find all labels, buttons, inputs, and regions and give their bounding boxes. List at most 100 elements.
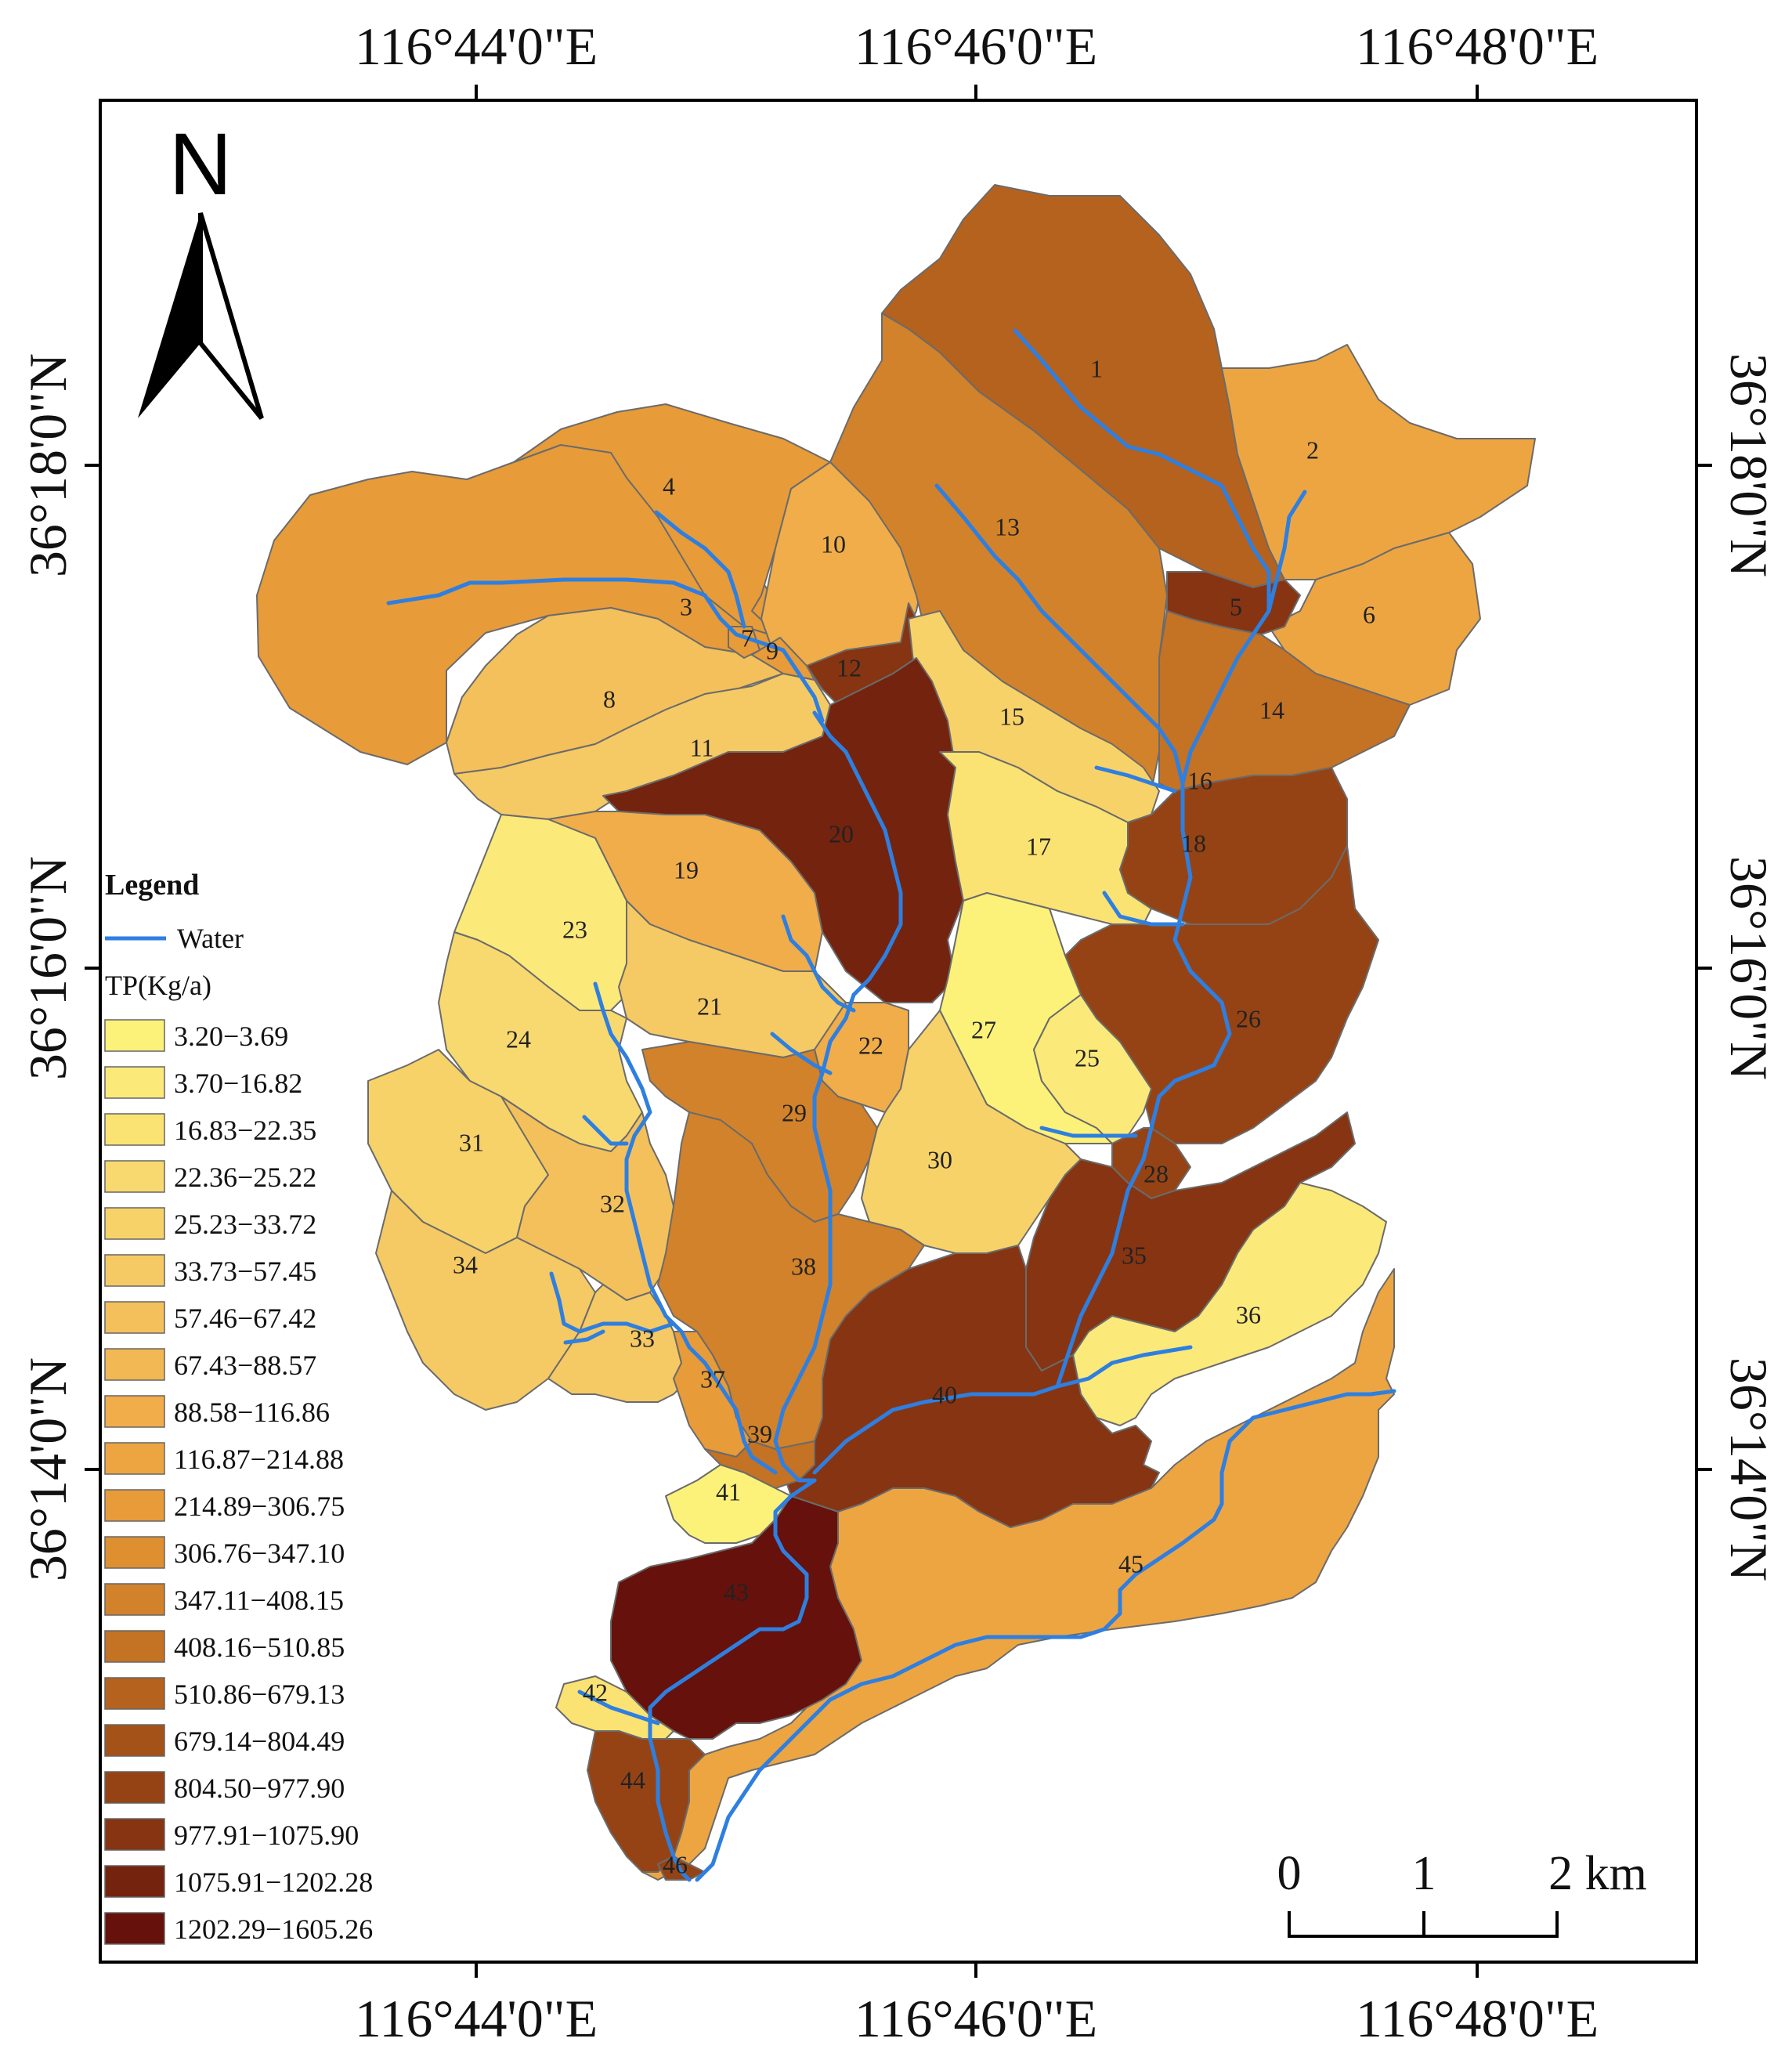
legend-class-label: 57.46−67.42 bbox=[174, 1303, 316, 1334]
top-longitude-label: 116°44'0"E bbox=[355, 16, 598, 76]
subbasin-44 bbox=[587, 1730, 706, 1873]
subbasin-label: 25 bbox=[1075, 1043, 1100, 1072]
subbasin-label: 3 bbox=[680, 592, 692, 620]
subbasin-label: 44 bbox=[620, 1765, 645, 1794]
legend-class-label: 510.86−679.13 bbox=[174, 1679, 345, 1710]
subbasin-label: 39 bbox=[747, 1419, 772, 1447]
legend-swatch bbox=[104, 1677, 165, 1710]
legend-swatch bbox=[104, 1254, 165, 1287]
legend-tp-title: TP(Kg/a) bbox=[105, 970, 211, 1001]
subbasin-label: 33 bbox=[630, 1324, 655, 1352]
river-south bbox=[648, 1478, 817, 1882]
river-16 bbox=[1094, 765, 1177, 793]
legend-swatch bbox=[104, 1818, 165, 1851]
north-letter: N bbox=[169, 115, 233, 213]
river-22 bbox=[770, 1032, 833, 1075]
legend-swatch bbox=[104, 1912, 165, 1945]
legend-class-label: 25.23−33.72 bbox=[174, 1209, 316, 1240]
legend-swatch bbox=[104, 1630, 165, 1663]
subbasin-label: 10 bbox=[821, 529, 846, 558]
legend-class-label: 88.58−116.86 bbox=[174, 1397, 330, 1428]
legend-swatch bbox=[104, 1207, 165, 1240]
subbasin-label: 45 bbox=[1118, 1549, 1143, 1578]
water-network bbox=[386, 328, 1396, 1882]
left-latitude-label: 36°14'0"N bbox=[18, 1357, 78, 1581]
legend-class-label: 16.83−22.35 bbox=[174, 1115, 316, 1146]
subbasin-label: 30 bbox=[927, 1145, 952, 1173]
legend-class-label: 679.14−804.49 bbox=[174, 1726, 345, 1757]
legend-swatch bbox=[104, 1583, 165, 1616]
legend-class-label: 22.36−25.22 bbox=[174, 1162, 316, 1193]
subbasin-6 bbox=[1268, 532, 1481, 706]
river-33b bbox=[563, 1329, 605, 1345]
subbasin-label: 22 bbox=[858, 1031, 883, 1059]
legend-swatch bbox=[104, 1348, 165, 1381]
right-latitude-label: 36°14'0"N bbox=[1719, 1357, 1779, 1581]
subbasin-label: 40 bbox=[932, 1380, 957, 1408]
right-latitude-label: 36°18'0"N bbox=[1719, 353, 1779, 577]
subbasin-label: 5 bbox=[1230, 592, 1242, 620]
legend-class-list: 3.20−3.69 3.70−16.82 16.83−22.35 22.36−25.2… bbox=[104, 1019, 373, 1945]
subbasin-label: 43 bbox=[724, 1578, 749, 1606]
river-42 bbox=[577, 1690, 660, 1726]
legend-class-label: 804.50−977.90 bbox=[174, 1773, 345, 1804]
subbasin-label: 4 bbox=[663, 472, 675, 500]
legend-swatch bbox=[104, 1724, 165, 1757]
subbasin-label: 38 bbox=[791, 1252, 816, 1280]
right-latitude-label: 36°16'0"N bbox=[1719, 856, 1779, 1080]
top-longitude-label: 116°46'0"E bbox=[854, 16, 1097, 76]
subbasin-label: 1 bbox=[1090, 354, 1103, 382]
legend-swatch bbox=[104, 1113, 165, 1146]
subbasin-label: 29 bbox=[782, 1098, 807, 1126]
river-18 bbox=[1102, 891, 1185, 927]
legend-swatch bbox=[104, 1489, 165, 1522]
river-33 bbox=[549, 1271, 676, 1334]
map-frame bbox=[99, 99, 1698, 1964]
legend-swatch bbox=[104, 1395, 165, 1428]
legend-class-label: 408.16−510.85 bbox=[174, 1632, 345, 1663]
river-28 bbox=[1039, 1126, 1138, 1138]
subbasin-label: 32 bbox=[600, 1189, 625, 1217]
legend-class-label: 67.43−88.57 bbox=[174, 1350, 316, 1381]
legend-class-label: 977.91−1075.90 bbox=[174, 1820, 359, 1851]
river-center bbox=[773, 992, 856, 1483]
legend-class-label: 214.89−306.75 bbox=[174, 1491, 345, 1522]
subbasin-label: 37 bbox=[700, 1364, 725, 1393]
subbasin-label: 15 bbox=[999, 702, 1024, 730]
legend-class-label: 1075.91−1202.28 bbox=[174, 1867, 373, 1898]
subbasin-label: 16 bbox=[1187, 766, 1212, 794]
subbasin-layer bbox=[256, 184, 1536, 1881]
river-21 bbox=[781, 914, 856, 1013]
river-20 bbox=[812, 710, 903, 997]
river-36 bbox=[1055, 1345, 1193, 1389]
top-longitude-label: 116°48'0"E bbox=[1356, 16, 1599, 76]
left-latitude-label: 36°16'0"N bbox=[18, 856, 78, 1080]
river-45 bbox=[695, 1389, 1396, 1882]
legend-swatch bbox=[104, 1019, 165, 1052]
legend-water-label: Water bbox=[177, 923, 244, 954]
subbasin-label: 41 bbox=[716, 1477, 741, 1505]
subbasin-label: 31 bbox=[459, 1128, 484, 1156]
bottom-longitude-label: 116°46'0"E bbox=[854, 1989, 1097, 2048]
subbasin-4 bbox=[513, 403, 831, 638]
subbasin-label: 20 bbox=[829, 819, 854, 847]
subbasin-label: 36 bbox=[1236, 1300, 1261, 1328]
subbasin-36 bbox=[1072, 1182, 1387, 1426]
subbasin-label: 14 bbox=[1259, 696, 1284, 724]
river-main bbox=[812, 328, 1271, 1475]
legend-swatch bbox=[104, 1160, 165, 1193]
subbasin-label: 6 bbox=[1363, 600, 1375, 628]
subbasin-label: 2 bbox=[1306, 435, 1319, 464]
subbasin-label: 34 bbox=[453, 1250, 478, 1278]
grid-ticks bbox=[85, 85, 1712, 1978]
subbasin-label: 18 bbox=[1181, 829, 1206, 857]
scale-label-2: 2 km bbox=[1548, 1847, 1647, 1900]
river-west bbox=[593, 981, 778, 1475]
subbasin-2 bbox=[1221, 344, 1536, 580]
legend-class-label: 347.11−408.15 bbox=[174, 1585, 344, 1616]
legend-swatch bbox=[104, 1536, 165, 1569]
legend-title: Legend bbox=[105, 869, 199, 902]
subbasin-label: 21 bbox=[697, 992, 722, 1020]
north-arrow-right-half bbox=[198, 212, 264, 420]
